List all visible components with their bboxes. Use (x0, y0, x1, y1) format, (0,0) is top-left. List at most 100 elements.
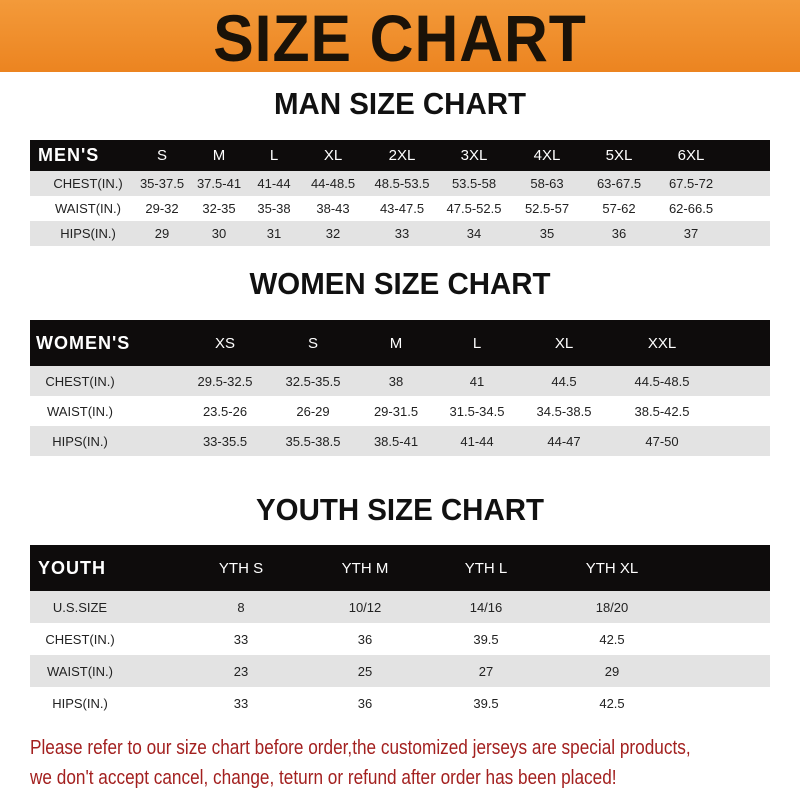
banner-title: SIZE CHART (213, 1, 587, 75)
men-cell-value: 33 (394, 226, 410, 241)
men-row-label: WAIST(IN.) (55, 201, 121, 216)
youth-cell-value: 39.5 (473, 631, 499, 647)
women-cell-value: 41-44 (460, 433, 494, 449)
men-cell-value: 67.5-72 (668, 176, 714, 191)
women-cell-value: 38.5-42.5 (634, 403, 690, 419)
men-size-header: 6XL (677, 147, 705, 164)
men-cell-value: 53.5-58 (451, 176, 497, 191)
men-cell-value: 58-63 (530, 176, 564, 191)
women-table-row: WAIST(IN.) 23.5-26 26-29 29-31.5 31.5-34.5 34… (30, 396, 770, 426)
women-cell-value: 31.5-34.5 (449, 403, 505, 419)
men-cell-value: 52.5-57 (524, 201, 570, 216)
men-cell-value: 30 (211, 226, 227, 241)
men-size-header: 5XL (605, 147, 633, 164)
youth-cell-value: 36 (357, 631, 373, 647)
women-cell-value: 38.5-41 (373, 433, 419, 449)
women-cell-value: 29.5-32.5 (197, 373, 253, 389)
youth-cell-value: 36 (357, 695, 373, 711)
men-cell-value: 32 (325, 226, 341, 241)
youth-cell-value: 23 (233, 663, 249, 679)
men-table-row: WAIST(IN.) 29-32 32-35 35-38 38-43 43-47.5 47.… (30, 196, 770, 221)
women-row-label: HIPS(IN.) (52, 433, 108, 449)
men-cell-value: 29 (154, 226, 170, 241)
men-table-row: CHEST(IN.) 35-37.5 37.5-41 41-44 44-48.5 48.5… (30, 171, 770, 196)
youth-size-table: YOUTH YTH S YTH M YTH L YTH XL U.S.SIZE 8 10/12… (30, 545, 770, 719)
women-cell-value: 44.5-48.5 (634, 373, 690, 389)
youth-cell-value: 14/16 (469, 599, 503, 615)
men-size-header: S (156, 147, 167, 164)
notice-line-2: we don't accept cancel, change, teturn o… (30, 767, 617, 789)
size-chart-banner: SIZE CHART (0, 0, 800, 75)
men-table-row: HIPS(IN.) 29 30 31 32 33 34 35 36 37 (30, 221, 770, 246)
men-row-label: CHEST(IN.) (53, 176, 123, 191)
women-row-label: CHEST(IN.) (45, 373, 115, 389)
men-cell-value: 35-37.5 (139, 176, 185, 191)
men-size-table: MEN'S S M L XL 2XL 3XL 4XL 5XL 6XL CHEST(IN.) 35-37… (30, 140, 770, 246)
women-row-label: WAIST(IN.) (47, 403, 113, 419)
men-size-header: 4XL (533, 147, 561, 164)
men-cell-value: 32-35 (202, 201, 236, 216)
women-cell-value: 41 (469, 373, 485, 389)
women-size-header: XS (214, 334, 235, 352)
youth-section-title: YOUTH SIZE CHART (256, 492, 544, 527)
women-cell-value: 34.5-38.5 (536, 403, 592, 419)
men-size-header: 3XL (460, 147, 488, 164)
women-cell-value: 44.5 (551, 373, 577, 389)
youth-cell-value: 8 (237, 599, 245, 615)
youth-size-header: YTH M (341, 559, 389, 577)
youth-cell-value: 27 (478, 663, 494, 679)
men-cell-value: 62-66.5 (668, 201, 714, 216)
men-cell-value: 47.5-52.5 (446, 201, 502, 216)
women-table-row: HIPS(IN.) 33-35.5 35.5-38.5 38.5-41 41-44 44-… (30, 426, 770, 456)
men-cell-value: 37 (683, 226, 699, 241)
youth-size-header: YTH L (464, 559, 508, 577)
women-cell-value: 29-31.5 (373, 403, 419, 419)
youth-cell-value: 33 (233, 631, 249, 647)
men-cell-value: 29-32 (145, 201, 179, 216)
youth-header-row: YOUTH YTH S YTH M YTH L YTH XL (30, 545, 770, 591)
youth-cell-value: 33 (233, 695, 249, 711)
notice-line-1: Please refer to our size chart before or… (30, 737, 691, 759)
youth-header-label: YOUTH (38, 557, 106, 578)
women-cell-value: 26-29 (296, 403, 330, 419)
men-row-label: HIPS(IN.) (60, 226, 116, 241)
youth-size-header: YTH S (218, 559, 264, 577)
men-cell-value: 36 (611, 226, 627, 241)
women-cell-value: 32.5-35.5 (285, 373, 341, 389)
women-cell-value: 23.5-26 (202, 403, 248, 419)
men-cell-value: 43-47.5 (379, 201, 425, 216)
women-size-header: XXL (647, 334, 677, 352)
women-cell-value: 33-35.5 (202, 433, 248, 449)
men-size-header: M (212, 147, 226, 164)
men-header-label: MEN'S (38, 145, 100, 165)
men-cell-value: 41-44 (257, 176, 291, 191)
youth-row-label: HIPS(IN.) (52, 695, 108, 711)
youth-cell-value: 29 (604, 663, 620, 679)
women-cell-value: 35.5-38.5 (285, 433, 341, 449)
men-cell-value: 57-62 (602, 201, 636, 216)
men-size-header: XL (323, 147, 343, 164)
youth-cell-value: 18/20 (595, 599, 629, 615)
women-cell-value: 47-50 (645, 433, 679, 449)
youth-size-header: YTH XL (585, 559, 639, 577)
men-cell-value: 37.5-41 (196, 176, 242, 191)
women-size-header: L (472, 334, 482, 352)
youth-table-row: HIPS(IN.) 33 36 39.5 42.5 (30, 687, 770, 719)
women-size-header: M (389, 334, 403, 352)
men-cell-value: 48.5-53.5 (374, 176, 430, 191)
youth-cell-value: 42.5 (599, 695, 625, 711)
women-cell-value: 44-47 (547, 433, 581, 449)
men-cell-value: 44-48.5 (310, 176, 356, 191)
women-size-header: S (307, 334, 318, 352)
youth-row-label: U.S.SIZE (52, 599, 108, 615)
men-cell-value: 35 (539, 226, 555, 241)
men-section-title: MAN SIZE CHART (274, 86, 526, 121)
youth-row-label: CHEST(IN.) (45, 631, 115, 647)
men-cell-value: 38-43 (316, 201, 350, 216)
men-cell-value: 34 (466, 226, 482, 241)
women-header-label: WOMEN'S (36, 332, 131, 353)
youth-table-row: CHEST(IN.) 33 36 39.5 42.5 (30, 623, 770, 655)
youth-cell-value: 10/12 (348, 599, 382, 615)
women-section-title: WOMEN SIZE CHART (249, 266, 551, 301)
men-size-header: 2XL (388, 147, 416, 164)
